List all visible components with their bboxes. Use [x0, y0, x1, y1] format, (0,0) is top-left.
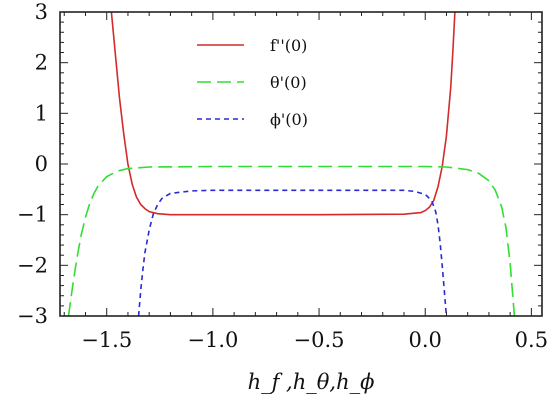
- legend: f''(0) θ'(0) ϕ'(0): [197, 36, 308, 129]
- x-tick-label: −1.0: [187, 328, 238, 352]
- x-axis-title: h_f ,h_θ,h_ϕ: [248, 370, 375, 394]
- y-tick-label: −2: [17, 253, 48, 277]
- x-tick-label: −0.5: [294, 328, 345, 352]
- y-tick-label: 2: [35, 51, 48, 75]
- legend-label-3: ϕ'(0): [270, 110, 308, 129]
- y-tick-label: 3: [35, 0, 48, 24]
- tick-labels-layer: −1.5 −1.0 −0.5 0.0 0.5 −3 −2 −1 0 1 2 3: [17, 0, 548, 352]
- legend-label-2: θ'(0): [270, 73, 307, 92]
- ticks-layer: [60, 11, 542, 317]
- legend-label-1: f''(0): [270, 36, 307, 55]
- series-line-2: [67, 165, 516, 316]
- series-layer: [67, 12, 516, 316]
- series-line-3: [137, 189, 448, 316]
- y-tick-label: 1: [35, 101, 48, 125]
- x-tick-label: 0.0: [409, 328, 442, 352]
- y-tick-label: −1: [17, 203, 48, 227]
- x-tick-label: −1.5: [81, 328, 132, 352]
- y-tick-label: 0: [35, 152, 48, 176]
- x-tick-label: 0.5: [515, 328, 548, 352]
- y-tick-label: −3: [17, 304, 48, 328]
- plot-frame: [59, 11, 543, 317]
